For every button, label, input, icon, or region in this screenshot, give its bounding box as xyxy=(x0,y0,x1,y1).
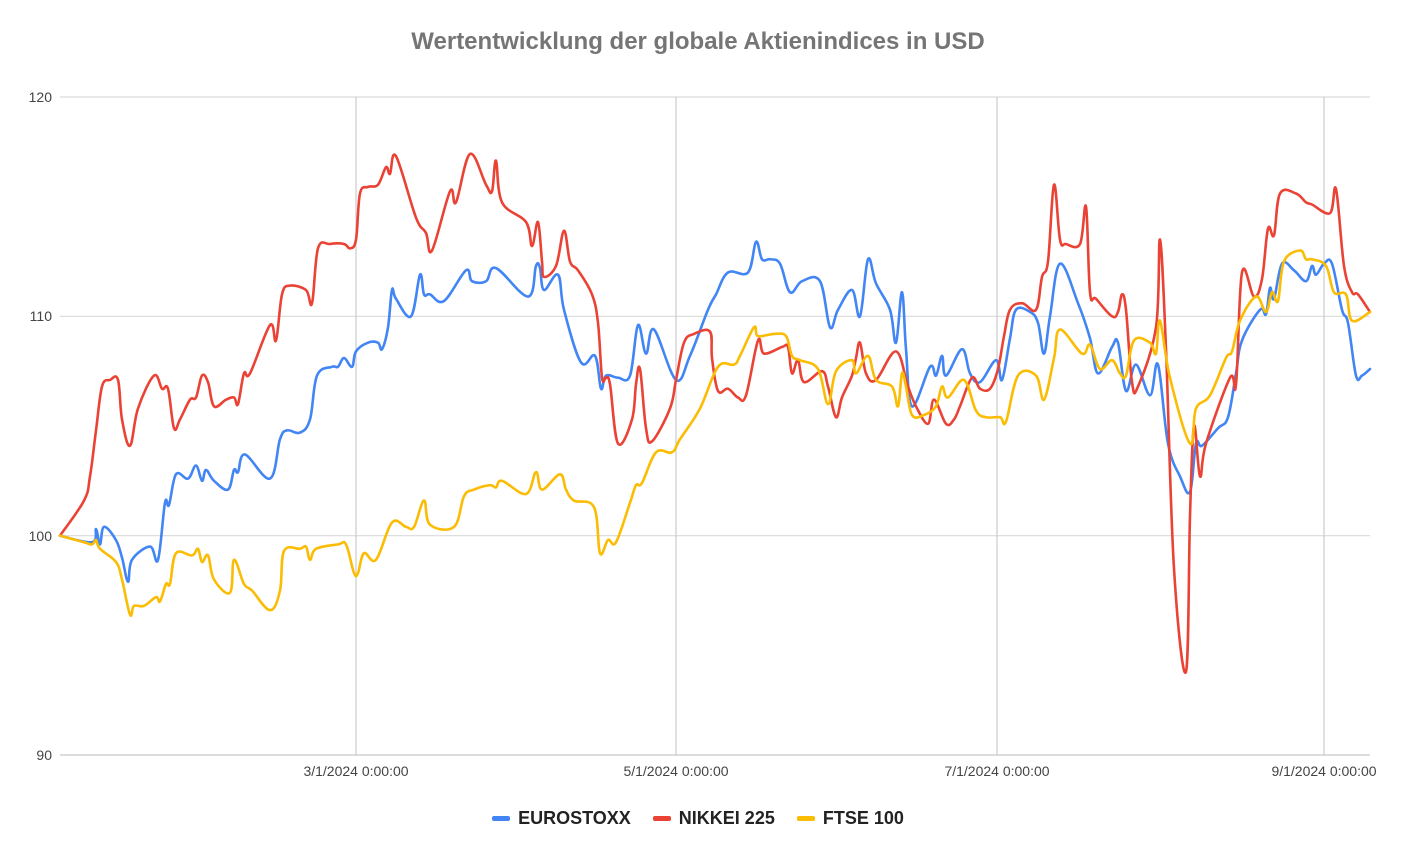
legend-label: NIKKEI 225 xyxy=(678,808,775,828)
y-tick-110: 110 xyxy=(29,308,52,324)
x-tick-sep: 9/1/2024 0:00:00 xyxy=(1271,763,1377,779)
series-line-ftse-100 xyxy=(58,249,1372,617)
legend-label: EUROSTOXX xyxy=(518,808,631,828)
legend-swatch-icon xyxy=(492,816,511,821)
y-tick-100: 100 xyxy=(28,528,52,544)
legend-swatch-icon xyxy=(652,816,671,821)
gridlines xyxy=(60,96,1370,756)
series-line-nikkei-225 xyxy=(58,152,1372,675)
x-tick-may: 5/1/2024 0:00:00 xyxy=(623,763,729,779)
legend-item-eurostoxx[interactable]: EUROSTOXX xyxy=(492,808,631,829)
y-tick-90: 90 xyxy=(36,747,52,763)
x-tick-jul: 7/1/2024 0:00:00 xyxy=(944,763,1050,779)
chart-title: Wertentwicklung der globale Aktienindice… xyxy=(411,28,985,55)
legend-item-nikkei[interactable]: NIKKEI 225 xyxy=(652,808,775,829)
x-tick-mar: 3/1/2024 0:00:00 xyxy=(303,763,409,779)
legend-item-ftse[interactable]: FTSE 100 xyxy=(796,808,904,829)
series-line-eurostoxx xyxy=(58,240,1372,584)
y-tick-120: 120 xyxy=(28,89,52,105)
legend: EUROSTOXX NIKKEI 225 FTSE 100 xyxy=(0,808,1396,829)
legend-label: FTSE 100 xyxy=(822,808,904,828)
series-lines xyxy=(58,152,1372,675)
legend-swatch-icon xyxy=(796,816,815,821)
